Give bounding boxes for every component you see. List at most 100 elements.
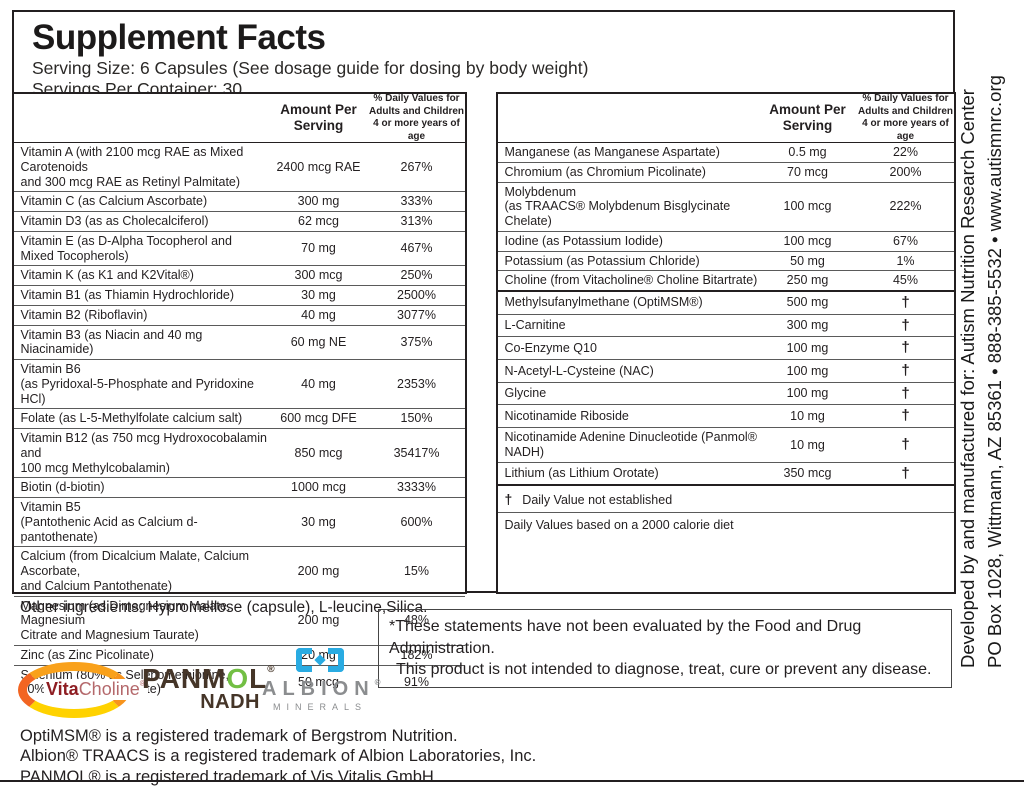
ingredient-name: L-Carnitine	[504, 318, 566, 333]
ingredient-daily-value: 313%	[400, 214, 433, 228]
label-header: Supplement Facts Serving Size: 6 Capsule…	[14, 12, 953, 101]
panmol-wordmark: PANMOL®	[142, 663, 276, 694]
ingredient-name: Zinc (as Zinc Picolinate)	[20, 647, 154, 662]
ingredient-daily-value: 467%	[400, 241, 433, 256]
ingredient-name: Co-Enzyme Q10	[504, 340, 597, 355]
ingredient-amount: 50 mcg	[298, 674, 339, 689]
ingredient-daily-value: 222%	[889, 199, 922, 214]
serving-size: Serving Size: 6 Capsules (See dosage gui…	[32, 58, 589, 78]
ingredient-daily-value: 15%	[403, 564, 430, 578]
table-row: Vitamin D3 (as as Cholecalciferol) 62 mc…	[13, 211, 465, 231]
ingredient-name: Manganese (as Manganese Aspartate)	[504, 145, 720, 159]
ingredient-daily-value: †	[901, 436, 910, 454]
ingredient-daily-value: 1%	[896, 253, 915, 268]
registered-mark: ®	[374, 678, 381, 687]
table-row: Lithium (as Lithium Orotate) 350 mcg †	[497, 461, 954, 485]
dagger-footnote-text: Daily Value not established	[522, 493, 673, 508]
panmol-logo: PANMOL® NADH	[142, 663, 276, 714]
ingredient-name: Biotin (d-biotin)	[20, 480, 105, 495]
ingredient-name: Glycine	[504, 386, 547, 401]
daily-value-header: % Daily Values for Adults and Children 4…	[369, 93, 464, 142]
ingredient-name: Chromium (as Chromium Picolinate)	[504, 164, 706, 179]
left-table-header: Amount Per Serving % Daily Values for Ad…	[13, 93, 465, 143]
ingredient-amount: 2400 mcg RAE	[276, 159, 361, 174]
panmol-nadh-text: NADH	[200, 691, 260, 713]
trademark-notes: OptiMSM® is a registered trademark of Be…	[20, 726, 536, 787]
albion-wordmark: ALBION®	[262, 678, 381, 700]
ingredient-daily-value: 3077%	[397, 307, 436, 322]
dagger-footnote: † Daily Value not established	[497, 484, 954, 512]
ingredient-name: Lithium (as Lithium Orotate)	[504, 466, 659, 481]
ingredient-amount: 62 mcg	[298, 214, 339, 228]
ingredient-amount: 250 mg	[786, 273, 829, 288]
ingredient-name: Vitamin C (as Calcium Ascorbate)	[20, 194, 208, 209]
table-row: Zinc (as Zinc Picolinate) 20 mg 182%	[13, 644, 465, 665]
ingredient-name: Methylsufanylmethane (OptiMSM®)	[504, 295, 703, 310]
daily-value-header: % Daily Values for Adults and Children 4…	[858, 93, 953, 142]
table-row: Choline (from Vitacholine® Choline Bitar…	[497, 270, 954, 290]
facts-title: Supplement Facts	[32, 18, 326, 57]
ingredient-daily-value: 35417%	[393, 445, 440, 460]
ingredient-daily-value: †	[901, 294, 910, 311]
ingredient-daily-value: 150%	[400, 411, 433, 426]
ingredient-daily-value: 48%	[403, 613, 430, 628]
ingredient-amount: 200 mg	[297, 613, 340, 628]
ingredient-amount: 300 mg	[786, 318, 829, 333]
ingredient-amount: 350 mcg	[783, 466, 832, 481]
right-facts-table: Amount Per Serving % Daily Values for Ad…	[495, 92, 956, 594]
manufacturer-vertical-text: Developed by and manufactured for: Autis…	[957, 89, 978, 668]
table-row: Vitamin B6 (as Pyridoxal-5-Phosphate and…	[13, 359, 465, 408]
ingredient-daily-value: †	[901, 339, 910, 357]
ingredient-amount: 60 mg NE	[290, 334, 347, 349]
right-table-body: Manganese (as Manganese Aspartate) 0.5 m…	[497, 143, 954, 485]
ingredient-daily-value: †	[901, 464, 910, 482]
ingredient-name: N-Acetyl-L-Cysteine (NAC)	[504, 363, 654, 378]
ingredient-amount: 100 mg	[786, 340, 829, 355]
ingredient-name: Choline (from Vitacholine® Choline Bitar…	[504, 273, 758, 288]
right-table-header: Amount Per Serving % Daily Values for Ad…	[497, 93, 954, 143]
ingredient-name: Magnesium (as Dimagnesium Malate, Magnes…	[20, 598, 231, 643]
table-row: Potassium (as Potassium Chloride) 50 mg …	[497, 250, 954, 271]
ingredient-amount: 10 mg	[790, 408, 825, 423]
ingredient-daily-value: 375%	[400, 334, 433, 349]
ingredient-daily-value: 600%	[400, 514, 433, 529]
albion-diamond-icon	[314, 654, 326, 666]
ingredient-amount: 100 mcg	[783, 233, 832, 248]
table-row: Nicotinamide Riboside 10 mg †	[497, 404, 954, 427]
ingredient-daily-value: 200%	[889, 164, 922, 179]
ingredient-name: Molybdenum (as TRAACS® Molybdenum Bisgly…	[504, 184, 731, 229]
ingredient-name: Vitamin E (as D-Alpha Tocopherol and Mix…	[20, 233, 232, 263]
calorie-footnote: Daily Values based on a 2000 calorie die…	[497, 512, 954, 537]
table-row: Vitamin C (as Calcium Ascorbate) 300 mg …	[13, 191, 465, 211]
ingredient-amount: 30 mg	[301, 514, 336, 529]
ingredient-daily-value: 333%	[400, 194, 433, 209]
ingredient-name: Nicotinamide Adenine Dinucleotide (Panmo…	[504, 430, 757, 459]
ingredient-name: Vitamin B5 (Pantothenic Acid as Calcium …	[20, 500, 198, 544]
supplement-facts-panel: Supplement Facts Serving Size: 6 Capsule…	[11, 10, 956, 696]
table-row: Nicotinamide Adenine Dinucleotide (Panmo…	[497, 427, 954, 462]
ingredient-name: Iodine (as Potassium Iodide)	[504, 233, 663, 248]
other-ingredients: Other ingredients: Hypromellose (capsule…	[20, 599, 428, 616]
amount-per-serving-header: Amount Per Serving	[280, 102, 357, 133]
table-row: Methylsufanylmethane (OptiMSM®) 500 mg †	[497, 290, 954, 314]
ingredient-name: Vitamin K (as K1 and K2Vital®)	[20, 268, 194, 283]
table-row: Vitamin B2 (Riboflavin) 40 mg 3077%	[13, 304, 465, 325]
table-row: Molybdenum (as TRAACS® Molybdenum Bisgly…	[497, 181, 954, 231]
ingredient-daily-value: †	[901, 407, 910, 425]
ingredient-amount: 50 mg	[790, 253, 825, 268]
fda-disclaimer-box: *These statements have not been evaluate…	[378, 609, 952, 688]
table-row: Iodine (as Potassium Iodide) 100 mcg 67%	[497, 230, 954, 251]
table-row: Vitamin K (as K1 and K2Vital®) 300 mcg 2…	[13, 265, 465, 285]
trademark-line-optimsm: OptiMSM® is a registered trademark of Be…	[20, 727, 458, 745]
ingredient-amount: 300 mg	[297, 194, 340, 209]
ingredient-daily-value: 67%	[892, 233, 919, 248]
ingredient-name: Vitamin B2 (Riboflavin)	[20, 307, 148, 322]
ingredient-amount: 40 mg	[301, 307, 336, 322]
ingredient-name: Calcium (from Dicalcium Malate, Calcium …	[20, 549, 250, 593]
ingredient-daily-value: 91%	[403, 674, 430, 689]
ingredient-amount: 100 mg	[786, 386, 829, 401]
table-row: Glycine 100 mg †	[497, 381, 954, 405]
table-row: Vitamin B3 (as Niacin and 40 mg Niacinam…	[13, 324, 465, 360]
table-row: Co-Enzyme Q10 100 mg †	[497, 336, 954, 359]
